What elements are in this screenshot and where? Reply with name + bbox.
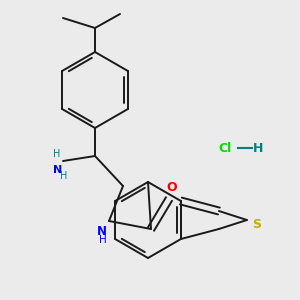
Text: Cl: Cl: [218, 142, 231, 154]
Text: H: H: [52, 149, 60, 159]
Text: N: N: [53, 165, 62, 175]
Text: O: O: [167, 181, 177, 194]
Text: N: N: [97, 225, 107, 238]
Text: H: H: [60, 171, 68, 181]
Text: H: H: [99, 235, 107, 245]
Text: H: H: [253, 142, 263, 154]
Text: S: S: [252, 218, 261, 230]
